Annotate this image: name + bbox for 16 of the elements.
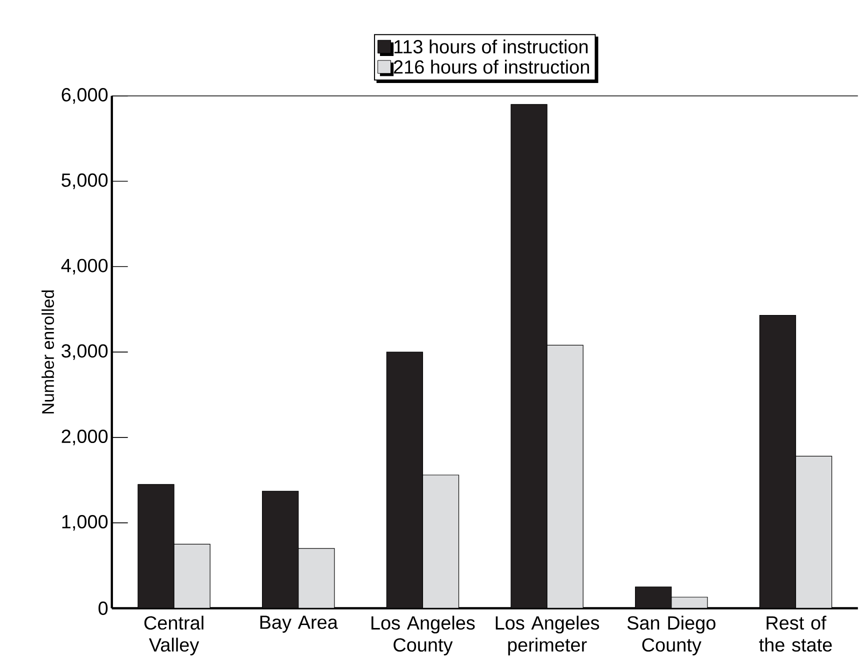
x-tick-label: Los Angeles County xyxy=(372,616,475,656)
x-tick-label: San Diego County xyxy=(627,616,716,656)
legend-label: 113 hours of instruction xyxy=(394,39,588,54)
x-tick-label: Rest of the state xyxy=(759,616,832,652)
y-tick-label: 1,000 xyxy=(62,514,108,531)
x-tick-label: Bay Area xyxy=(260,616,338,633)
y-tick-label: 4,000 xyxy=(61,258,108,274)
y-axis-title: Number enrolled xyxy=(42,290,54,414)
x-tick-label: Los Angeles perimeter xyxy=(496,616,600,656)
y-tick-label: 5,000 xyxy=(62,173,108,190)
y-tick-label: 3,000 xyxy=(62,344,108,360)
y-tick-label: 0 xyxy=(98,601,108,615)
y-tick-label: 2,000 xyxy=(62,430,108,446)
y-tick-label: 6,000 xyxy=(62,88,108,104)
x-tick-label: Central Valley xyxy=(144,616,204,656)
legend-label: 216 hours of instruction xyxy=(394,60,589,74)
